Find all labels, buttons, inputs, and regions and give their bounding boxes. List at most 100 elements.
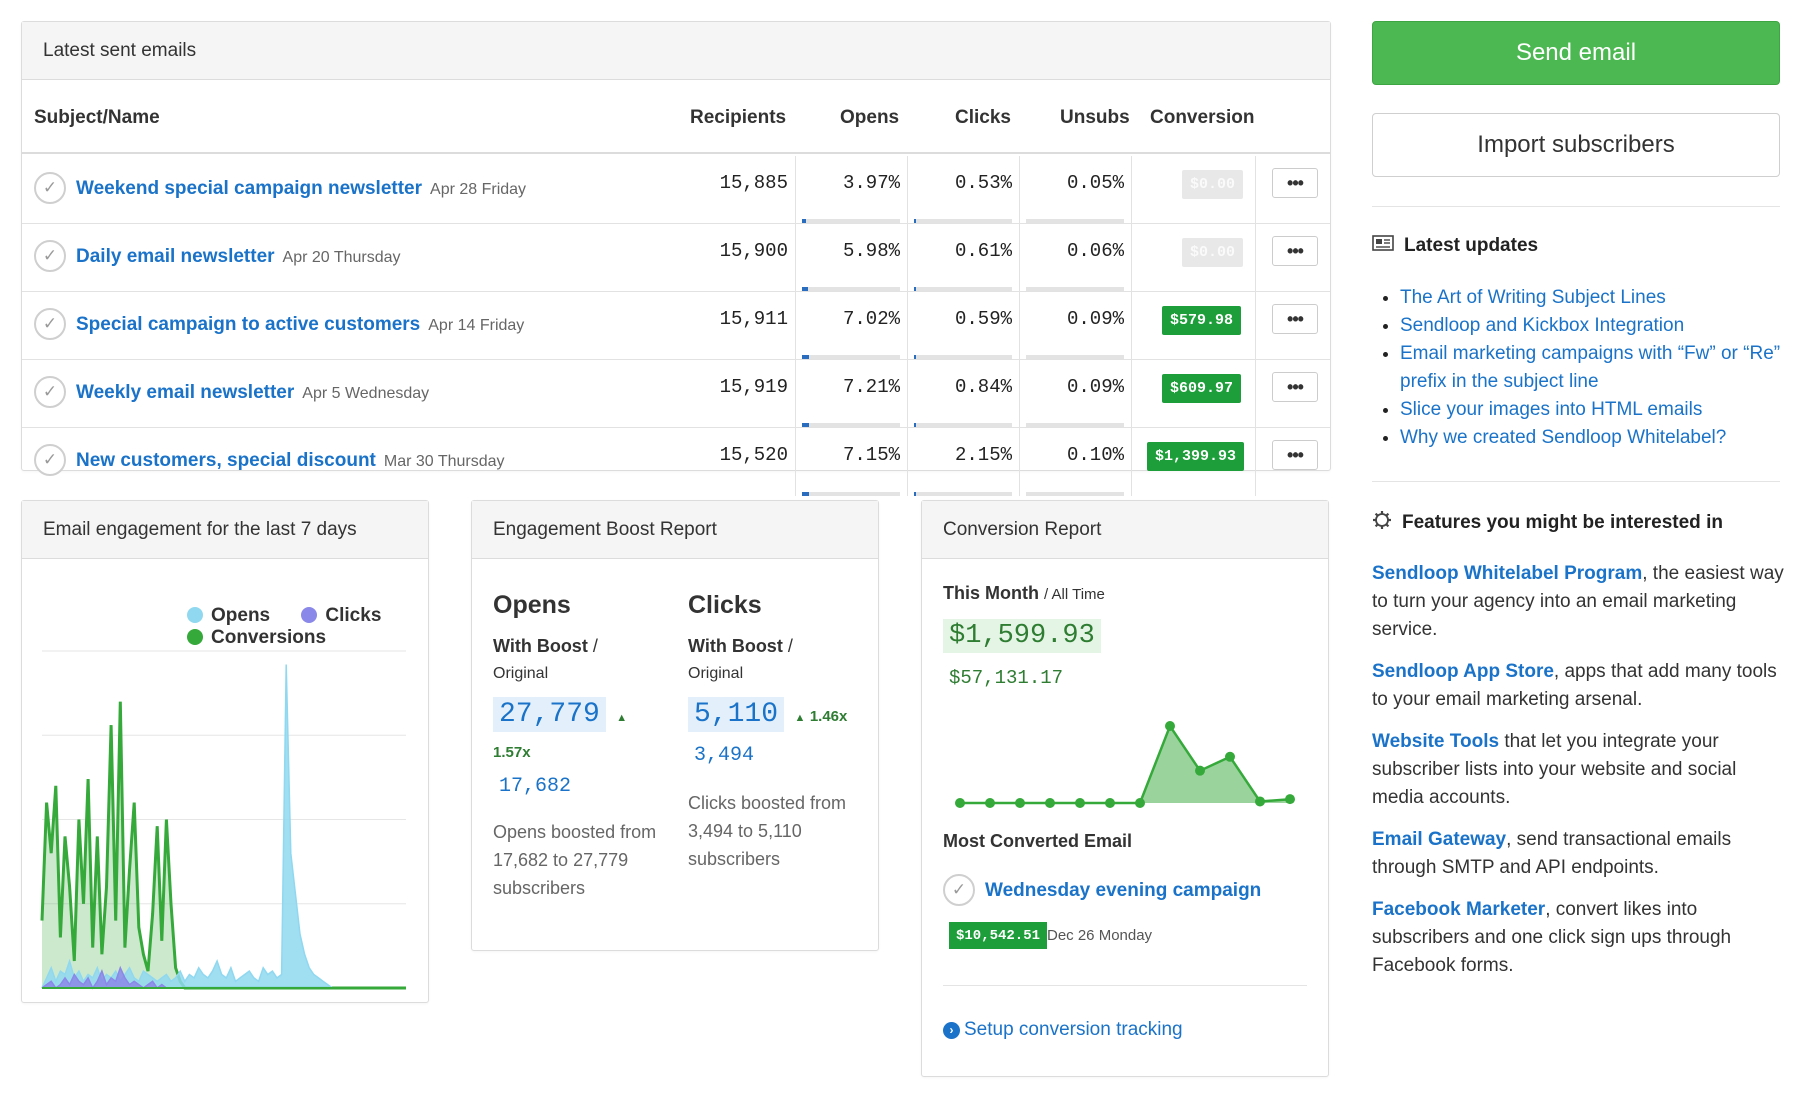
more-options-button[interactable]: ••• xyxy=(1272,440,1318,470)
this-month-tab[interactable]: This Month xyxy=(943,583,1039,603)
more-options-button[interactable]: ••• xyxy=(1272,372,1318,402)
conversion-badge: $0.00 xyxy=(1182,170,1244,199)
divider xyxy=(1019,156,1020,223)
unsubs-value: 0.10% xyxy=(1066,444,1124,466)
unsubs-progress-bar xyxy=(1026,219,1124,223)
engagement-panel: Email engagement for the last 7 days Ope… xyxy=(21,500,429,1003)
divider xyxy=(943,985,1307,986)
email-subject[interactable]: New customers, special discount Mar 30 Th… xyxy=(76,450,505,472)
legend-dot-opens xyxy=(187,607,203,623)
more-options-button[interactable]: ••• xyxy=(1272,236,1318,266)
email-subject[interactable]: Weekend special campaign newsletter Apr 2… xyxy=(76,178,526,200)
boost-clicks-original-label: Original xyxy=(688,665,744,682)
clicks-value: 0.53% xyxy=(954,172,1012,194)
feature-link[interactable]: Facebook Marketer xyxy=(1372,899,1546,920)
update-item[interactable]: Slice your images into HTML emails xyxy=(1400,396,1785,424)
email-subject[interactable]: Daily email newsletter Apr 20 Thursday xyxy=(76,246,401,268)
table-row: ✓ New customers, special discount Mar 30 T… xyxy=(22,428,1330,496)
boost-opens: Opens With Boost / Original 27,779 ▲ 1.5… xyxy=(493,591,673,902)
setup-conversion-link[interactable]: › Setup conversion tracking xyxy=(943,1019,1183,1041)
sparkline-point xyxy=(1075,798,1085,808)
feature-item: Facebook Marketer, convert likes into su… xyxy=(1372,896,1784,980)
progress-fill xyxy=(802,492,809,496)
divider xyxy=(907,428,908,496)
most-converted-email-link[interactable]: Wednesday evening campaign xyxy=(985,880,1262,901)
feature-item: Sendloop Whitelabel Program, the easiest… xyxy=(1372,560,1784,644)
updates-list: The Art of Writing Subject Lines Sendloop… xyxy=(1400,284,1785,452)
update-item[interactable]: Sendloop and Kickbox Integration xyxy=(1400,312,1785,340)
update-item[interactable]: Email marketing campaigns with “Fw” or “… xyxy=(1400,340,1785,396)
divider xyxy=(1372,481,1780,482)
feature-link[interactable]: Email Gateway xyxy=(1372,829,1507,850)
legend-opens: Opens xyxy=(187,605,270,626)
update-link[interactable]: The Art of Writing Subject Lines xyxy=(1400,287,1666,308)
email-subject[interactable]: Special campaign to active customers Apr … xyxy=(76,314,524,336)
divider xyxy=(1255,224,1256,291)
email-subject-link[interactable]: Daily email newsletter xyxy=(76,246,275,267)
email-subject-link[interactable]: Weekly email newsletter xyxy=(76,382,295,403)
feature-item: Email Gateway, send transactional emails… xyxy=(1372,826,1784,882)
update-link[interactable]: Sendloop and Kickbox Integration xyxy=(1400,315,1685,336)
import-subscribers-button[interactable]: Import subscribers xyxy=(1372,113,1780,177)
conversion-badge: $0.00 xyxy=(1182,238,1244,267)
feature-item: Website Tools that let you integrate you… xyxy=(1372,728,1784,812)
feature-desc: , apps that add many tools to your email… xyxy=(1372,661,1777,710)
unsubs-progress-bar xyxy=(1026,287,1124,291)
email-date: Apr 28 Friday xyxy=(430,181,527,198)
boost-clicks-original: 3,494 xyxy=(694,744,755,767)
divider xyxy=(1019,224,1020,291)
divider xyxy=(1255,292,1256,359)
all-time-tab[interactable]: All Time xyxy=(1051,586,1105,603)
up-arrow-icon: ▲ xyxy=(616,712,628,724)
with-boost-label: With Boost xyxy=(493,636,588,656)
feature-link[interactable]: Website Tools xyxy=(1372,731,1500,752)
divider xyxy=(1372,206,1780,207)
boost-opens-original-label: Original xyxy=(493,665,549,682)
sparkline-point xyxy=(1225,751,1235,762)
clicks-progress-bar xyxy=(914,492,1012,496)
update-link[interactable]: Email marketing campaigns with “Fw” or “… xyxy=(1400,343,1781,392)
more-options-button[interactable]: ••• xyxy=(1272,304,1318,334)
boost-opens-value-row: 27,779 ▲ xyxy=(493,683,673,732)
feature-link[interactable]: Sendloop App Store xyxy=(1372,661,1554,682)
opens-value: 7.02% xyxy=(842,308,900,330)
email-subject-link[interactable]: Special campaign to active customers xyxy=(76,314,421,335)
legend-dot-clicks xyxy=(301,607,318,623)
update-item[interactable]: The Art of Writing Subject Lines xyxy=(1400,284,1785,312)
feature-desc: , send transactional emails through SMTP… xyxy=(1372,829,1732,878)
unsubs-value: 0.09% xyxy=(1066,308,1124,330)
boost-clicks-heading: Clicks xyxy=(688,591,762,619)
progress-fill xyxy=(914,287,916,291)
col-unsubs: Unsubs xyxy=(1060,107,1130,128)
email-subject-link[interactable]: New customers, special discount xyxy=(76,450,376,471)
series-area-conversions xyxy=(42,701,406,988)
boost-opens-original: 17,682 xyxy=(499,775,572,798)
opens-value: 7.15% xyxy=(842,444,900,466)
unsubs-value: 0.09% xyxy=(1066,376,1124,398)
chart-legend: Opens Clicks Conversions xyxy=(187,605,381,649)
conversion-badge: $609.97 xyxy=(1162,374,1242,403)
boost-opens-heading: Opens xyxy=(493,591,571,619)
email-subject-link[interactable]: Weekend special campaign newsletter xyxy=(76,178,423,199)
unsubs-value: 0.06% xyxy=(1066,240,1124,262)
boost-clicks-value-row: 5,110 ▲ 1.46x xyxy=(688,683,868,732)
divider xyxy=(1019,360,1020,427)
email-date: Apr 20 Thursday xyxy=(282,249,401,266)
more-options-button[interactable]: ••• xyxy=(1272,168,1318,198)
feature-link[interactable]: Sendloop Whitelabel Program xyxy=(1372,563,1643,584)
divider xyxy=(795,292,796,359)
opens-progress-bar xyxy=(802,287,900,291)
month-conversion-value: $1,599.93 xyxy=(943,619,1101,653)
check-icon: ✓ xyxy=(34,172,66,204)
boost-opens-subtitle: With Boost / xyxy=(493,636,598,656)
feature-desc: that let you integrate your subscriber l… xyxy=(1372,731,1737,808)
update-link[interactable]: Slice your images into HTML emails xyxy=(1400,399,1703,420)
divider xyxy=(1131,428,1132,496)
table-row: ✓ Weekend special campaign newsletter Apr … xyxy=(22,156,1330,224)
update-item[interactable]: Why we created Sendloop Whitelabel? xyxy=(1400,424,1785,452)
boost-clicks: Clicks With Boost / Original 5,110 ▲ 1.4… xyxy=(688,591,868,873)
clicks-progress-bar xyxy=(914,219,1012,223)
email-subject[interactable]: Weekly email newsletter Apr 5 Wednesday xyxy=(76,382,429,404)
update-link[interactable]: Why we created Sendloop Whitelabel? xyxy=(1400,427,1727,448)
send-email-button[interactable]: Send email xyxy=(1372,21,1780,85)
